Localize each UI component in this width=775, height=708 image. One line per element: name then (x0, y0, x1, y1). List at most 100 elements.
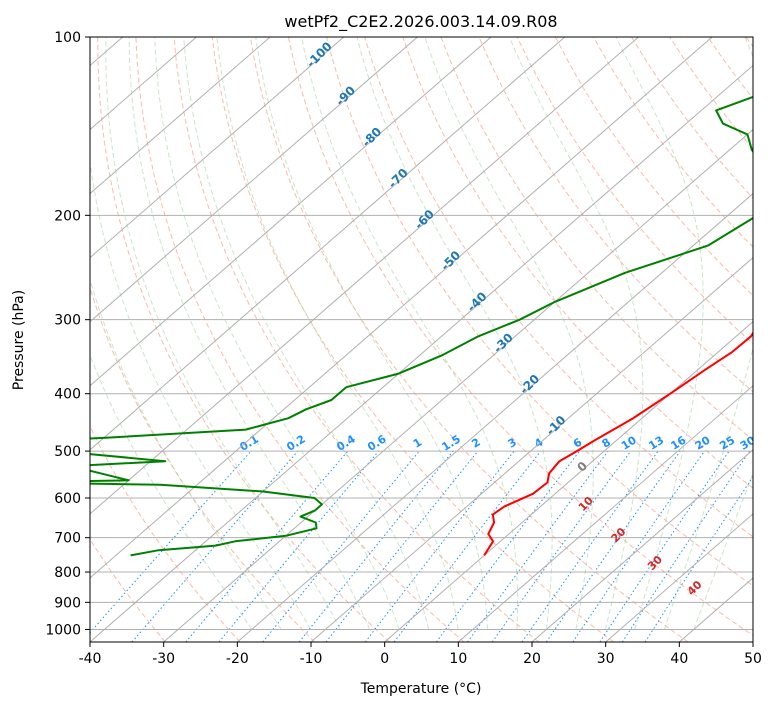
y-tick-label: 900 (54, 595, 81, 611)
temperature-profile-line (483, 331, 753, 556)
mixing-ratio-label: 0.4 (334, 432, 358, 454)
moist-adiabats (90, 37, 753, 630)
isotherm-label: -20 (517, 372, 542, 397)
isotherm-line (458, 385, 753, 642)
mixing-ratio-line (491, 450, 632, 642)
mixing-ratio-line (572, 450, 705, 642)
mixing-ratio-line (298, 450, 454, 642)
y-axis-title: Pressure (hPa) (11, 290, 27, 390)
mixing-ratio-line (393, 450, 542, 642)
moist-adiabat (255, 37, 488, 630)
isotherm-line (310, 256, 753, 642)
moist-adiabat (90, 277, 282, 630)
mixing-ratio-line (435, 450, 580, 642)
mixing-ratio-line (599, 450, 730, 642)
mixing-ratio-line (521, 450, 659, 642)
isotherm-line (163, 128, 753, 642)
moist-adiabat (508, 37, 644, 630)
plot-area: 0.1 0.2 0.4 0.6 1 1.5 2 3 4 6 8 10 13 16 20 25 30 36 -100… (90, 37, 758, 642)
x-tick-label: -40 (79, 651, 102, 667)
x-tick-label: -30 (152, 651, 175, 667)
moist-adiabat (663, 37, 753, 630)
isotherm-line (605, 513, 753, 642)
dry-adiabat (90, 425, 241, 642)
dry-adiabat (402, 37, 753, 489)
dry-adiabat (516, 37, 753, 345)
y-tick-label: 1000 (45, 622, 81, 638)
dry-adiabat (554, 37, 753, 297)
mixing-ratio-line (218, 450, 380, 642)
isotherm-line (90, 37, 713, 579)
mixing-ratio-line (325, 450, 479, 642)
moist-adiabat (301, 37, 518, 630)
y-tick-label: 200 (54, 208, 81, 224)
isotherm-line (90, 37, 492, 387)
isotherm-label: -70 (386, 166, 411, 191)
mixing-ratio-label: 30 (738, 433, 758, 452)
mixing-ratio-label: 0.6 (365, 432, 389, 454)
dry-adiabats (90, 37, 753, 642)
mixing-ratio-line (545, 450, 681, 642)
isotherm-label: -30 (491, 330, 516, 355)
mixing-ratio-line (185, 450, 349, 642)
x-tick-label: -10 (300, 651, 323, 667)
isotherm-label: -10 (543, 413, 568, 438)
mixing-ratio-line (467, 450, 609, 642)
dry-adiabat-label: 40 (685, 578, 705, 598)
plot-frame (89, 36, 754, 643)
mixing-ratio-label: 2 (469, 436, 482, 451)
chart-title: wetPf2_C2E2.2026.003.14.09.R08 (284, 12, 557, 32)
dry-adiabat (707, 37, 753, 100)
isotherm-line (384, 321, 753, 642)
moist-adiabat (183, 37, 430, 630)
y-tick-label: 700 (54, 531, 81, 547)
dry-adiabat-label: 20 (609, 525, 629, 545)
moist-adiabat (356, 37, 553, 630)
moist-adiabat (216, 37, 459, 630)
mixing-ratio-label: 20 (693, 433, 713, 452)
y-tick-label: 500 (54, 444, 81, 460)
y-tick-label: 400 (54, 387, 81, 403)
x-tick-label: 10 (449, 651, 467, 667)
dry-adiabat (669, 37, 753, 150)
mixing-ratio-label: 8 (600, 436, 613, 451)
mixing-ratio-label: 25 (717, 434, 737, 453)
y-tick-label: 600 (54, 491, 81, 507)
x-axis-ticks: -40 -30 -20 -10 0 10 20 30 40 50 (79, 642, 762, 667)
isotherm-line (237, 192, 753, 642)
isotherm-line (90, 64, 753, 642)
moist-adiabat (128, 37, 371, 630)
mixing-ratio-label: 1 (411, 436, 424, 451)
dry-adiabat (326, 37, 753, 587)
mixing-ratio-line (644, 476, 753, 642)
dry-adiabat (97, 37, 390, 642)
dry-adiabat-label: 10 (576, 494, 596, 514)
isotherm-label: -40 (464, 289, 489, 314)
isotherm-label: -90 (333, 83, 358, 108)
dry-adiabat (287, 37, 753, 636)
y-tick-label: 800 (54, 565, 81, 581)
isotherm-line (90, 37, 418, 323)
isotherm-lines (90, 37, 753, 642)
profile-series (90, 95, 753, 557)
moist-adiabat (424, 37, 594, 630)
pressure-gridlines (90, 37, 753, 630)
isotherm-line (531, 449, 753, 642)
x-tick-label: 30 (597, 651, 615, 667)
mixing-ratio-label: 13 (646, 434, 666, 453)
dry-adiabat (478, 37, 753, 393)
moist-adiabat (615, 37, 704, 630)
x-tick-label: 40 (670, 651, 688, 667)
dewpoint-profile-line (90, 95, 753, 557)
x-tick-label: 50 (744, 651, 762, 667)
isotherm-line (90, 37, 639, 515)
dry-adiabat (364, 37, 753, 538)
isotherm-line (752, 641, 753, 642)
dry-adiabat (249, 37, 689, 642)
x-tick-label: 20 (523, 651, 541, 667)
dry-adiabat (135, 37, 465, 642)
mixing-ratio-line (621, 450, 751, 642)
isotherm-label: 0 (574, 459, 590, 475)
